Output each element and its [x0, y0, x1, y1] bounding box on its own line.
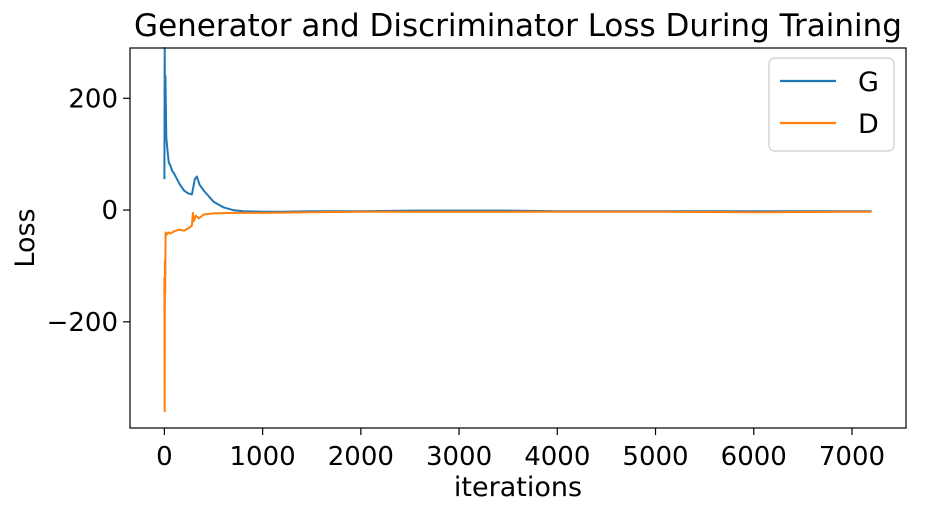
x-tick-label: 0	[156, 442, 173, 472]
series-layer	[163, 47, 872, 413]
plot-frame	[129, 47, 907, 429]
chart-title: Generator and Discriminator Loss During …	[134, 8, 902, 44]
x-tick-label: 2000	[328, 442, 394, 472]
y-axis-ticks: 200 0 −200	[47, 84, 130, 338]
y-tick-label: −200	[47, 308, 118, 338]
x-axis-ticks: 0 1000 2000 3000 4000 5000 6000 7000	[156, 428, 885, 472]
x-tick-label: 5000	[622, 442, 688, 472]
x-tick-label: 7000	[819, 442, 885, 472]
legend-label-g: G	[858, 67, 879, 98]
series-line-d	[163, 210, 872, 413]
legend-label-d: D	[858, 109, 879, 140]
legend: G D	[768, 57, 895, 152]
x-tick-label: 1000	[230, 442, 296, 472]
x-tick-label: 4000	[524, 442, 590, 472]
x-tick-label: 3000	[426, 442, 492, 472]
y-tick-label: 200	[68, 84, 118, 114]
x-axis-label: iterations	[454, 472, 582, 503]
series-line-g	[163, 47, 872, 213]
x-tick-label: 6000	[721, 442, 787, 472]
y-tick-label: 0	[101, 196, 118, 226]
y-axis-label: Loss	[10, 208, 41, 267]
